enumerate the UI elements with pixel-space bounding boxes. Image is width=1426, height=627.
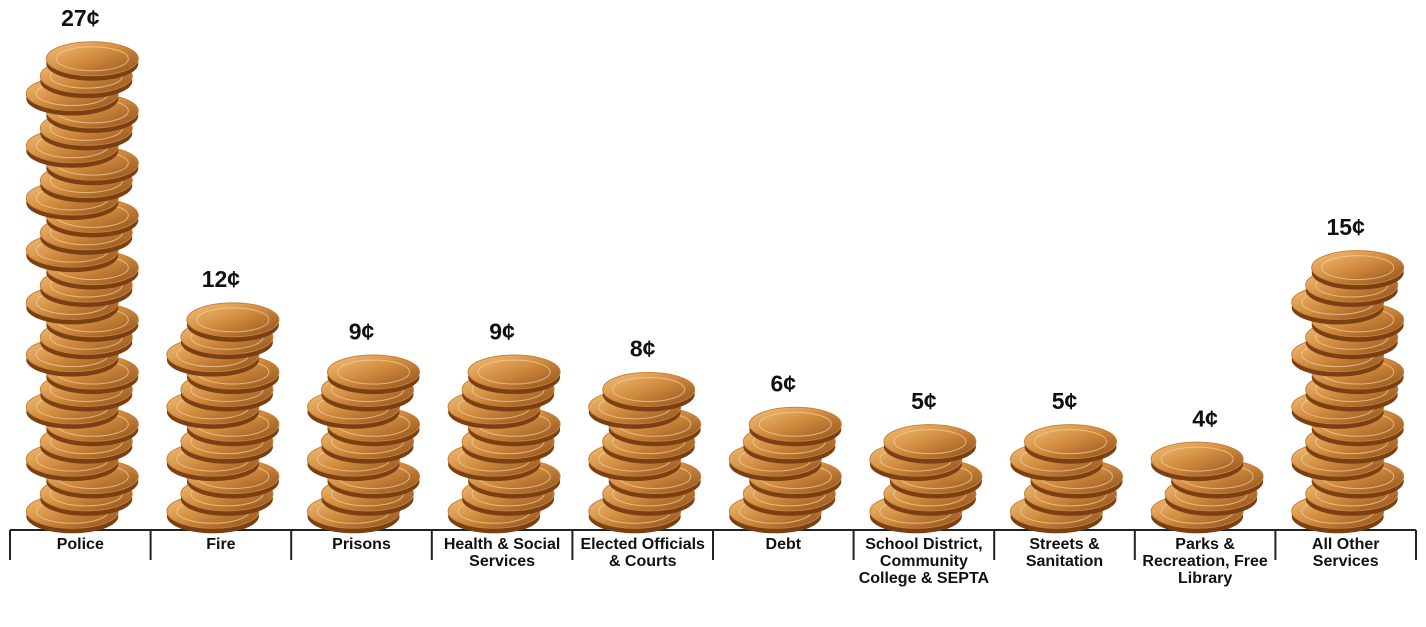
value-label: 15¢	[1327, 214, 1366, 240]
x-label-box: All Other Services	[1311, 536, 1380, 570]
value-label: 27¢	[61, 5, 100, 31]
x-tick-label: Debt	[765, 536, 802, 553]
x-label-box: Elected Officials & Courts	[580, 536, 705, 570]
coin	[602, 371, 696, 407]
coin	[327, 354, 420, 390]
x-label-box: Health & Social Services	[443, 536, 561, 570]
value-label: 5¢	[911, 388, 937, 414]
x-tick-label: School District, Community College & SEP…	[858, 536, 990, 587]
coin-stack	[307, 354, 420, 534]
value-label: 6¢	[771, 371, 797, 397]
coin-stack	[166, 302, 280, 534]
coin-stack	[447, 354, 561, 534]
value-label: 4¢	[1192, 405, 1218, 431]
coin-rim	[612, 376, 686, 402]
coin	[1024, 424, 1117, 460]
coin-rim	[758, 411, 832, 437]
coin-stack	[728, 406, 842, 534]
coin-stack	[25, 41, 139, 534]
coin-rim	[337, 359, 410, 385]
coin-stack	[1291, 250, 1405, 534]
x-tick-label: Prisons	[332, 536, 391, 553]
x-tick-label: Streets & Sanitation	[1025, 536, 1104, 570]
x-label-box: Debt	[765, 536, 802, 553]
coin-rim	[477, 359, 551, 385]
coin-rim	[1160, 446, 1234, 472]
x-label-box: Parks & Recreation, Free Library	[1142, 536, 1268, 587]
coin	[467, 354, 561, 390]
x-tick-label: Fire	[206, 536, 236, 553]
value-label: 9¢	[349, 318, 375, 344]
coin	[1150, 441, 1244, 477]
coin	[45, 41, 139, 77]
x-tick-label: Police	[56, 536, 104, 553]
x-tick-label: Parks & Recreation, Free Library	[1142, 536, 1268, 587]
coin-rim	[1321, 255, 1395, 281]
coin-stack	[869, 424, 983, 534]
coin-rim	[893, 429, 967, 455]
value-label: 8¢	[630, 336, 656, 362]
coin-rim	[196, 307, 270, 333]
value-label: 5¢	[1052, 388, 1078, 414]
coin-rim	[1034, 429, 1107, 455]
x-tick-label: Elected Officials & Courts	[580, 536, 705, 570]
coin	[748, 406, 842, 442]
value-label: 12¢	[202, 266, 241, 292]
x-label-box: Streets & Sanitation	[1025, 536, 1104, 570]
coin	[883, 424, 977, 460]
x-tick-label: Health & Social Services	[443, 536, 561, 570]
x-tick-label: All Other Services	[1311, 536, 1380, 570]
coin	[1311, 250, 1405, 286]
coin-stack	[588, 371, 702, 534]
coin-stack	[1150, 441, 1264, 534]
coin	[186, 302, 280, 338]
x-label-box: Prisons	[332, 536, 391, 553]
x-label-box: Police	[56, 536, 104, 553]
value-label: 9¢	[489, 318, 515, 344]
coin-rim	[55, 46, 129, 72]
coin-stack	[1010, 424, 1123, 534]
x-label-box: Fire	[206, 536, 236, 553]
x-label-box: School District, Community College & SEP…	[858, 536, 990, 587]
